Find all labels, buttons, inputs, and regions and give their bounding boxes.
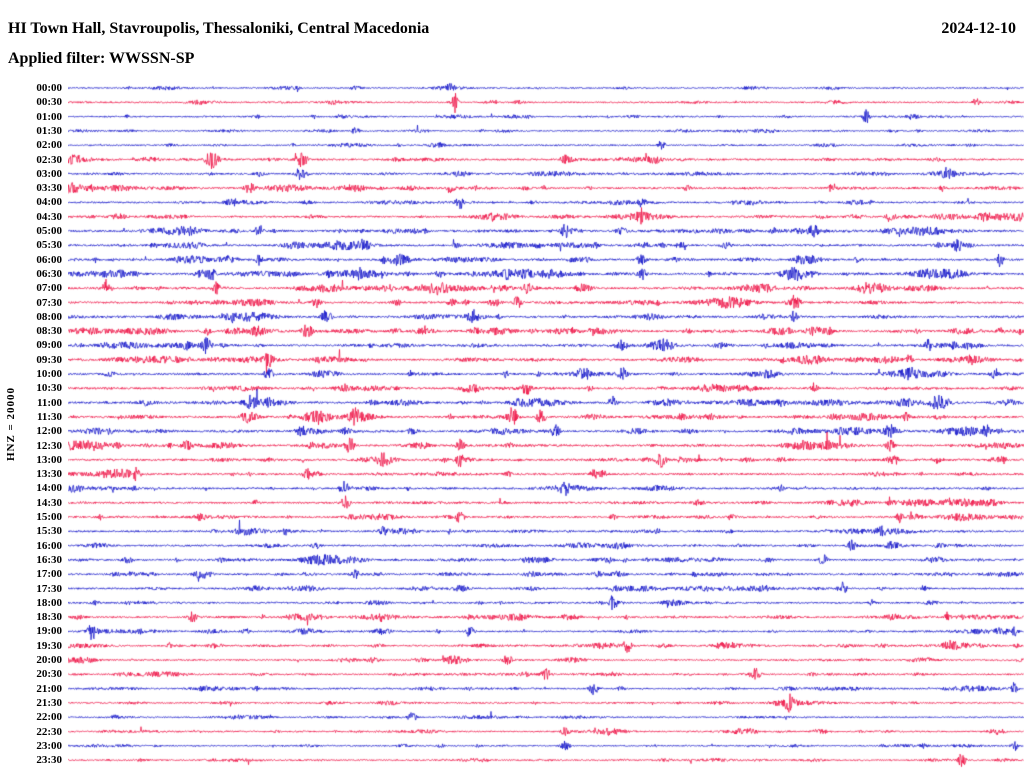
time-label: 11:00 bbox=[36, 396, 62, 409]
record-date: 2024-12-10 bbox=[941, 20, 1016, 37]
time-label: 13:30 bbox=[36, 468, 62, 481]
time-label: 08:00 bbox=[36, 310, 62, 323]
time-label: 07:00 bbox=[36, 282, 62, 295]
time-label: 01:00 bbox=[36, 110, 62, 123]
time-label: 08:30 bbox=[36, 325, 62, 338]
time-label: 20:00 bbox=[36, 654, 62, 666]
time-label: 02:00 bbox=[36, 139, 62, 152]
time-label: 03:00 bbox=[36, 167, 62, 180]
time-label: 15:30 bbox=[36, 525, 62, 538]
time-label: 05:00 bbox=[36, 225, 62, 237]
station-title: HI Town Hall, Stavroupolis, Thessaloniki… bbox=[8, 20, 430, 37]
time-label: 05:30 bbox=[36, 239, 62, 252]
time-label: 06:00 bbox=[36, 253, 62, 266]
time-label: 11:30 bbox=[36, 410, 62, 423]
time-label: 00:30 bbox=[36, 96, 62, 109]
time-label: 22:00 bbox=[36, 711, 62, 724]
time-label: 12:30 bbox=[36, 439, 62, 452]
time-label: 17:30 bbox=[36, 582, 62, 595]
time-label: 01:30 bbox=[36, 124, 62, 137]
time-label: 19:00 bbox=[36, 625, 62, 638]
time-label: 10:00 bbox=[36, 368, 62, 380]
time-label: 10:30 bbox=[36, 382, 62, 395]
time-label: 18:00 bbox=[36, 596, 62, 609]
time-label: 20:30 bbox=[36, 668, 62, 681]
seismogram-traces bbox=[68, 78, 1024, 778]
header: HI Town Hall, Stavroupolis, Thessaloniki… bbox=[8, 20, 1016, 38]
time-label: 15:00 bbox=[36, 511, 62, 523]
time-label: 03:30 bbox=[36, 182, 62, 195]
time-label: 23:30 bbox=[36, 754, 62, 767]
time-label: 14:00 bbox=[36, 482, 62, 495]
time-label: 07:30 bbox=[36, 296, 62, 309]
time-label: 13:00 bbox=[36, 453, 62, 466]
time-label: 23:00 bbox=[36, 739, 62, 752]
time-label: 09:00 bbox=[36, 339, 62, 352]
time-label: 17:00 bbox=[36, 568, 62, 581]
time-label: 22:30 bbox=[36, 725, 62, 738]
time-label: 21:30 bbox=[36, 696, 62, 709]
time-label: 09:30 bbox=[36, 353, 62, 366]
time-label: 19:30 bbox=[36, 639, 62, 652]
time-label: 04:30 bbox=[36, 210, 62, 223]
time-label: 18:30 bbox=[36, 611, 62, 624]
time-label: 14:30 bbox=[36, 496, 62, 509]
time-label: 21:00 bbox=[36, 682, 62, 695]
time-label: 04:00 bbox=[36, 196, 62, 209]
time-label: 00:00 bbox=[36, 82, 62, 94]
time-label: 16:30 bbox=[36, 553, 62, 566]
time-label: 16:00 bbox=[36, 539, 62, 552]
time-label: 06:30 bbox=[36, 267, 62, 280]
time-label: 12:00 bbox=[36, 425, 62, 438]
time-label: 02:30 bbox=[36, 153, 62, 166]
filter-label: Applied filter: WWSSN-SP bbox=[8, 50, 195, 67]
